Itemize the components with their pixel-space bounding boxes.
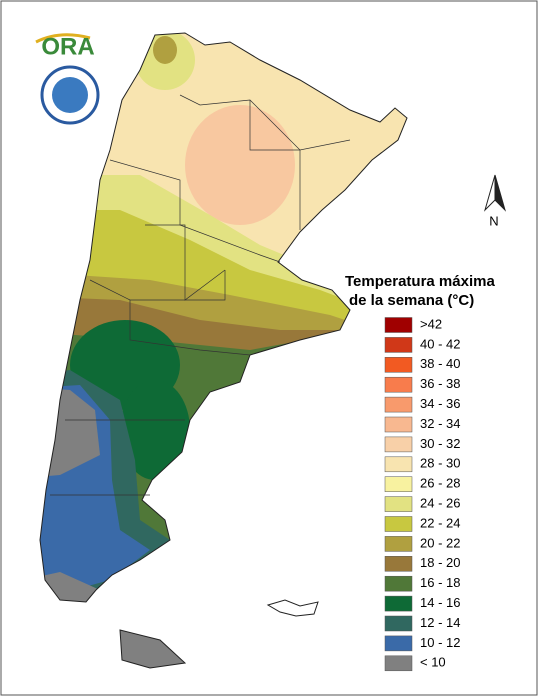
legend-swatch	[384, 516, 413, 532]
legend-label: 30 - 32	[420, 436, 460, 451]
legend-title: de la semana (°C)	[349, 292, 474, 309]
logo: ORA	[35, 33, 100, 125]
legend-swatch	[384, 655, 413, 672]
legend-label: 22 - 24	[420, 515, 460, 530]
legend-swatch	[384, 337, 413, 353]
legend-label: 12 - 14	[420, 615, 460, 630]
legend: >42 40 - 42 38 - 40 36 - 38 34 - 36 32 - 34 30…	[384, 316, 460, 672]
legend-label: 38 - 40	[420, 356, 460, 371]
north-label: N	[489, 213, 498, 228]
legend-label: 10 - 12	[420, 635, 460, 650]
legend-swatch	[384, 357, 413, 373]
legend-swatch	[384, 635, 413, 652]
legend-swatch	[384, 396, 413, 413]
legend-label: < 10	[420, 655, 446, 670]
legend-label: 26 - 28	[420, 476, 460, 491]
legend-swatch	[384, 615, 413, 632]
legend-swatch	[384, 456, 413, 473]
north-arrow: N	[483, 174, 507, 228]
legend-label: 36 - 38	[420, 376, 460, 391]
legend-label: 34 - 36	[420, 396, 460, 411]
legend-swatch	[384, 416, 413, 433]
legend-swatch	[384, 436, 413, 453]
tierra-del-fuego	[119, 629, 187, 669]
legend-swatch	[384, 496, 413, 512]
legend-swatch	[384, 317, 413, 333]
legend-label: 14 - 16	[420, 595, 460, 610]
province-borders	[50, 94, 351, 496]
legend-swatch	[384, 476, 413, 492]
legend-label: 28 - 30	[420, 456, 460, 471]
emblem-center	[52, 77, 88, 113]
legend-swatch	[384, 556, 413, 572]
legend-label: 40 - 42	[420, 336, 460, 351]
legend-label: 18 - 20	[420, 555, 460, 570]
legend-swatch	[384, 575, 413, 592]
legend-label: 20 - 22	[420, 535, 460, 550]
legend-label: 32 - 34	[420, 416, 460, 431]
legend-title: Temperatura máxima	[345, 273, 495, 290]
islands	[266, 599, 319, 617]
country-outline	[39, 32, 408, 603]
legend-label: 24 - 26	[420, 496, 460, 511]
logo-text: ORA	[41, 33, 94, 60]
legend-swatch	[384, 536, 413, 552]
legend-label: 16 - 18	[420, 575, 460, 590]
legend-label: >42	[420, 316, 442, 331]
legend-swatch	[384, 376, 413, 393]
legend-swatch	[384, 595, 413, 612]
